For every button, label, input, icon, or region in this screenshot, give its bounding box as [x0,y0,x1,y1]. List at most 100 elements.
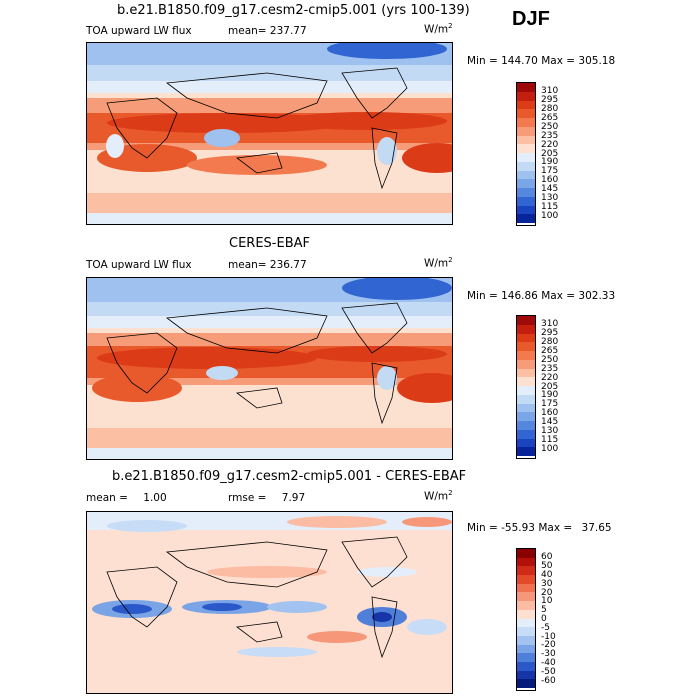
colorbar-swatch [517,144,535,153]
panel-3-minmax: Min = -55.93 Max = 37.65 [467,522,612,534]
colorbar-swatch [517,188,535,197]
colorbar-swatch [517,377,535,386]
colorbar-swatch [517,575,535,584]
panel-3-rmse-value: 7.97 [282,492,305,504]
colorbar-swatch [517,447,535,456]
colorbar-swatch [517,653,535,662]
panel-1-units-exp: 2 [448,22,452,30]
colorbar-swatch [517,214,535,223]
colorbar-swatch [517,171,535,180]
panel-1-mean-value: 237.77 [270,25,307,37]
panel-2-max-label: Max = [541,290,575,302]
colorbar-swatch [517,351,535,360]
colorbar-swatch [517,584,535,593]
panel-2-min-label: Min = [467,290,498,302]
colorbar-swatch [517,342,535,351]
panel-2-variable-label: TOA upward LW flux [86,259,192,271]
colorbar-swatch [517,92,535,101]
panel-3-mean-value: 1.00 [143,492,166,504]
colorbar-swatch [517,636,535,645]
panel-1-min-label: Min = [467,55,498,67]
panel-2-units-exp: 2 [448,256,452,264]
panel-3-units-exp: 2 [448,489,452,497]
colorbar-swatch [517,601,535,610]
panel-1-colorbar-labels: 310 295 280 265 250 235 220 205 190 175 160 145 130 1… [541,82,581,226]
panel-2-max-value: 302.33 [578,290,615,302]
colorbar-swatch [517,316,535,325]
panel-3-map [86,511,453,694]
panel-1-units: W/m2 [424,22,453,36]
colorbar-swatch [517,558,535,567]
colorbar-swatch [517,671,535,680]
panel-1-max-value: 305.18 [578,55,615,67]
panel-3-colorbar [516,548,536,691]
panel-2-map-svg [87,278,453,460]
colorbar-swatch [517,404,535,413]
colorbar-tick-label: 100 [541,445,558,454]
panel-2-units: W/m2 [424,256,453,270]
panel-3-max-label: Max = [538,522,572,534]
colorbar-swatch [517,662,535,671]
panel-3-units-text: W/m [424,491,448,503]
panel-2-colorbar-labels: 310 295 280 265 250 235 220 205 190 175 160 145 130 1… [541,315,581,459]
colorbar-swatch [517,369,535,378]
panel-3-min-label: Min = [467,522,498,534]
panel-2-colorbar [516,315,536,459]
panel-1-max-label: Max = [541,55,575,67]
panel-3-colorbar-labels: 60 50 40 30 20 10 5 0 -5 -10 -20 -30 -40 -50 -60 [541,548,581,691]
colorbar-swatch [517,136,535,145]
colorbar-swatch [517,334,535,343]
colorbar-swatch [517,619,535,628]
panel-3-max-value: 37.65 [582,522,612,534]
panel-1-min-value: 144.70 [501,55,538,67]
panel-2-title: CERES-EBAF [229,236,310,251]
colorbar-tick-label: 100 [541,212,558,221]
colorbar-swatch [517,101,535,110]
colorbar-swatch [517,83,535,92]
colorbar-tick-label: -60 [541,677,556,686]
panel-1-minmax: Min = 144.70 Max = 305.18 [467,55,615,67]
colorbar-swatch [517,197,535,206]
colorbar-swatch [517,439,535,448]
colorbar-swatch [517,153,535,162]
colorbar-swatch [517,386,535,395]
panel-1-map [86,42,453,225]
colorbar-swatch [517,162,535,171]
panel-2-min-value: 146.86 [501,290,538,302]
colorbar-swatch [517,549,535,558]
colorbar-swatch [517,118,535,127]
colorbar-swatch [517,127,535,136]
colorbar-swatch [517,645,535,654]
colorbar-swatch [517,566,535,575]
panel-1-variable-label: TOA upward LW flux [86,25,192,37]
panel-3-rmse-label: rmse = [228,492,266,504]
colorbar-swatch [517,109,535,118]
colorbar-swatch [517,360,535,369]
season-label: DJF [512,8,550,31]
panel-1-units-text: W/m [424,24,448,36]
colorbar-swatch [517,395,535,404]
panel-2-mean-value: 236.77 [270,259,307,271]
colorbar-swatch [517,430,535,439]
panel-3-units: W/m2 [424,489,453,503]
panel-3-title: b.e21.B1850.f09_g17.cesm2-cmip5.001 - CE… [112,469,466,484]
colorbar-swatch [517,421,535,430]
panel-2-minmax: Min = 146.86 Max = 302.33 [467,290,615,302]
panel-3-map-svg [87,512,453,694]
panel-2-units-text: W/m [424,258,448,270]
colorbar-swatch [517,627,535,636]
colorbar-swatch [517,206,535,215]
panel-2-mean: mean= 236.77 [228,259,307,271]
panel-1-map-svg [87,43,453,225]
colorbar-swatch [517,610,535,619]
panel-1-colorbar [516,82,536,226]
panel-1-mean-label: mean= [228,25,267,37]
panel-1-mean: mean= 237.77 [228,25,307,37]
panel-3-mean: mean = 1.00 [86,492,167,504]
panel-3-rmse: rmse = 7.97 [228,492,305,504]
panel-2-map [86,277,453,460]
colorbar-swatch [517,592,535,601]
colorbar-swatch [517,325,535,334]
colorbar-swatch [517,679,535,688]
colorbar-swatch [517,179,535,188]
